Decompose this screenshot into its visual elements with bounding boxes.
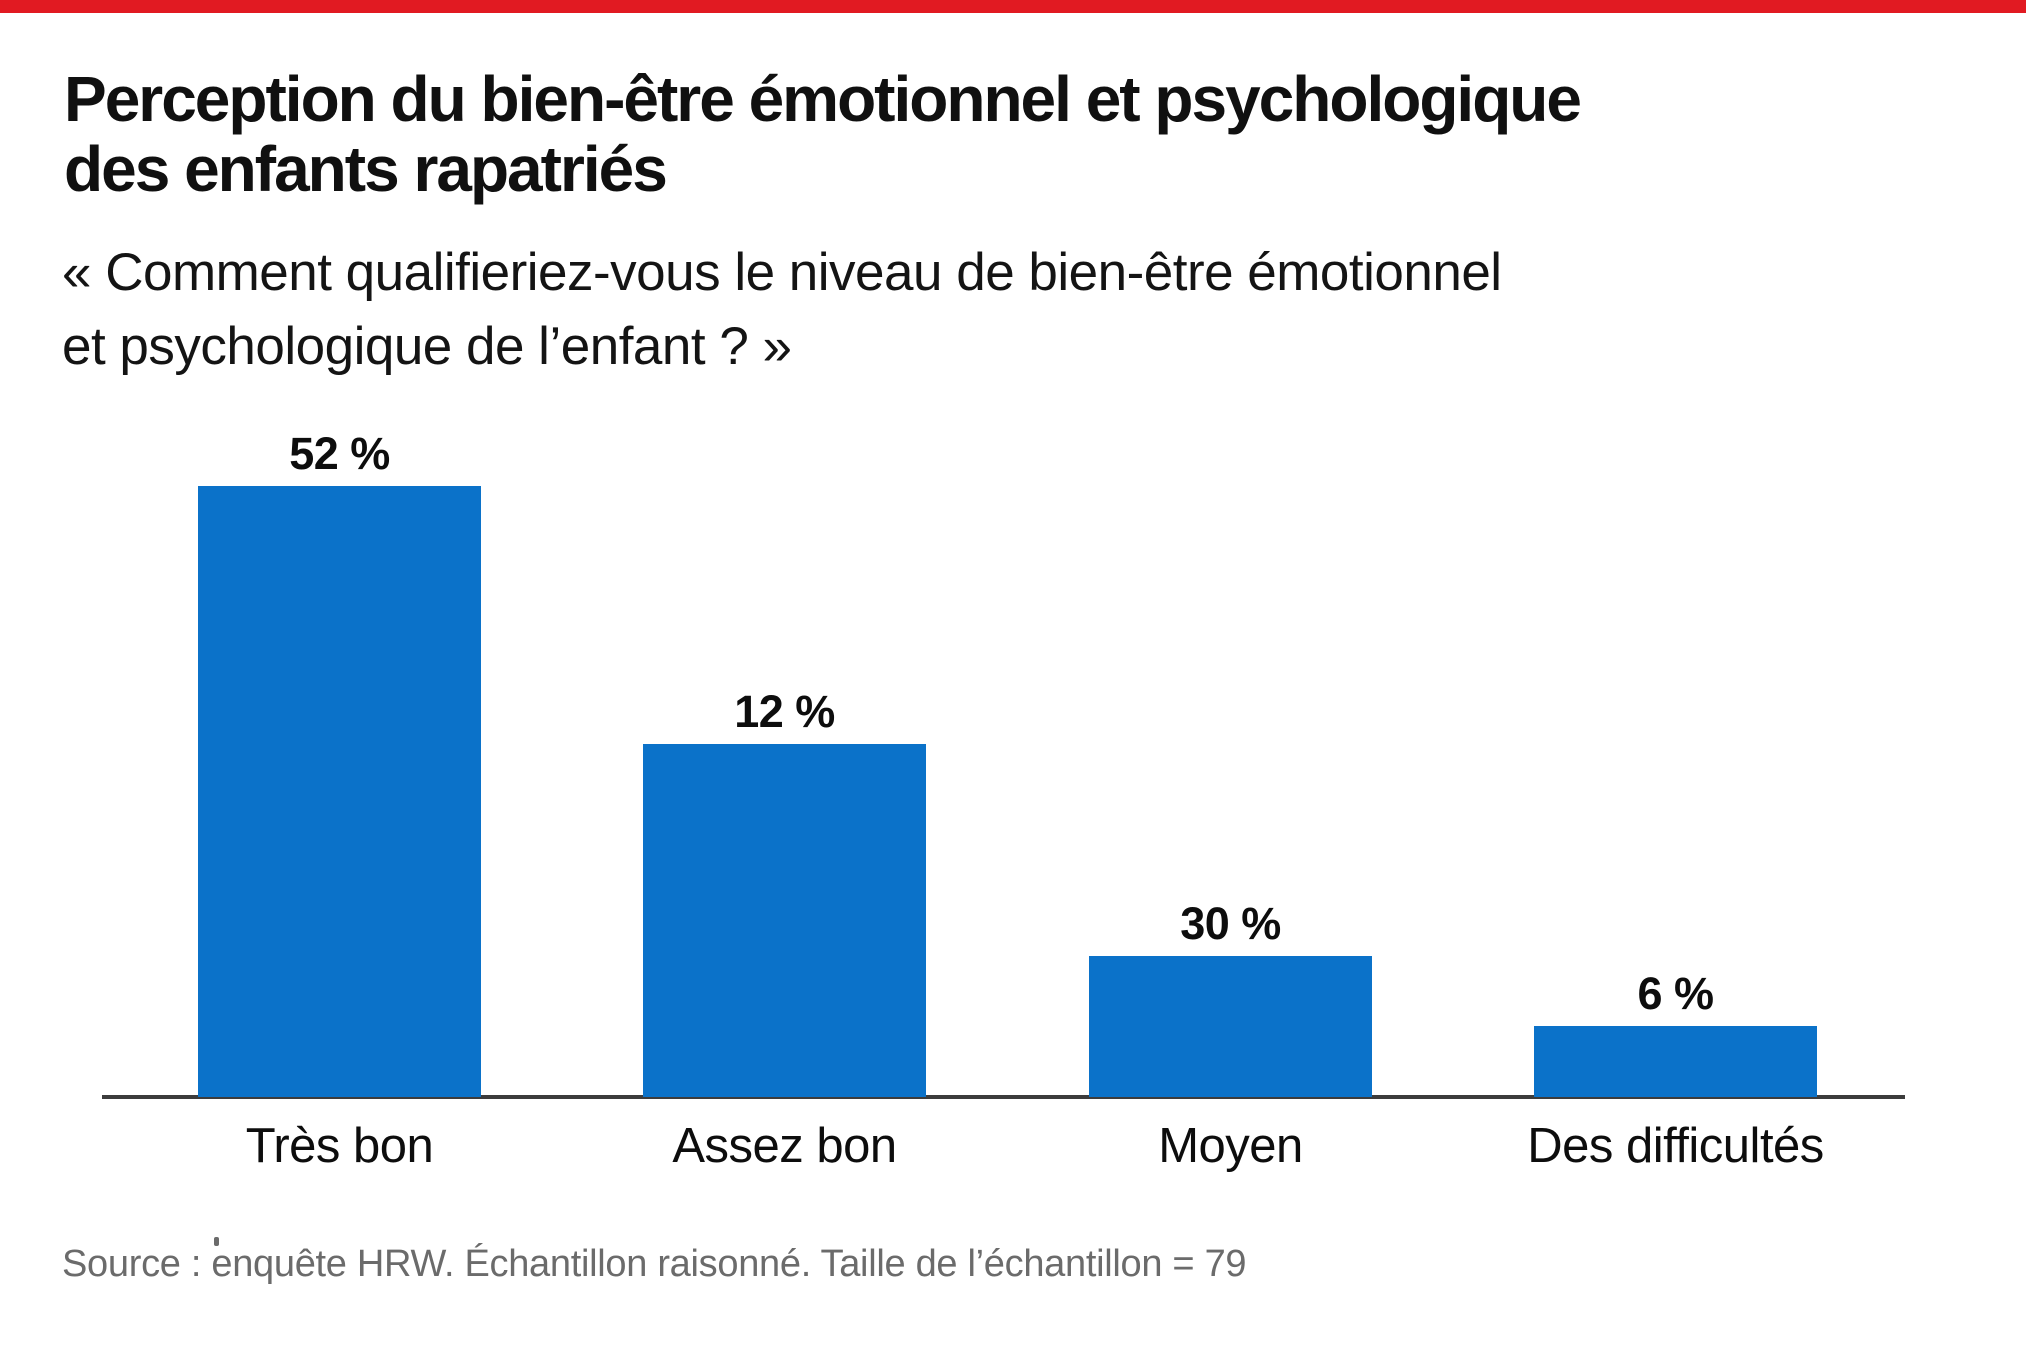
source-note: Source : enquête HRW. Échantillon raison… [62, 1243, 1247, 1285]
bar-value-label: 30 % [1180, 898, 1281, 949]
x-axis-line [102, 1095, 1905, 1099]
chart-title-line1: Perception du bien-être émotionnel et ps… [64, 63, 1582, 135]
category-label: Moyen [1158, 1119, 1303, 1173]
bar-value-label: 12 % [734, 686, 835, 737]
source-stray-dot-artifact [214, 1237, 219, 1246]
chart-subtitle: « Comment qualifieriez-vous le niveau de… [62, 236, 1502, 384]
chart-subtitle-line1: « Comment qualifieriez-vous le niveau de… [62, 243, 1502, 302]
chart-title: Perception du bien-être émotionnel et ps… [64, 63, 1582, 205]
category-label: Très bon [245, 1119, 434, 1173]
category-label: Assez bon [672, 1119, 897, 1173]
bar [198, 486, 481, 1097]
brand-accent-bar [0, 0, 2026, 13]
bar [1534, 1026, 1817, 1097]
bar [643, 744, 926, 1097]
bar-value-label: 6 % [1637, 968, 1714, 1019]
category-label: Des difficultés [1527, 1119, 1824, 1173]
chart-title-line2: des enfants rapatriés [64, 133, 668, 205]
bar-value-label: 52 % [289, 428, 390, 479]
bar [1089, 956, 1372, 1097]
chart-subtitle-line2: et psychologique de l’enfant ? » [62, 317, 792, 376]
